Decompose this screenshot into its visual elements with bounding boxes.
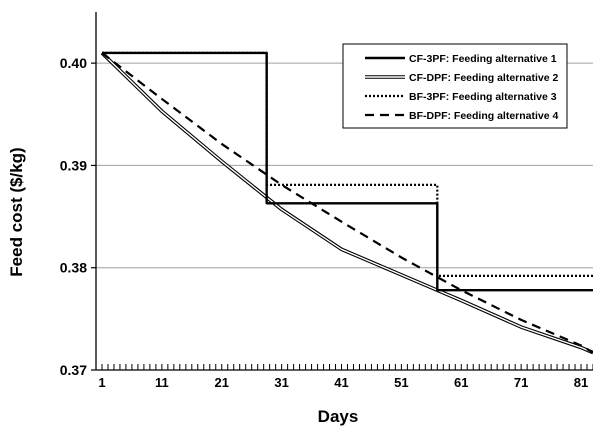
series-line-1 xyxy=(101,51,593,292)
x-tick-label: 51 xyxy=(394,375,408,390)
x-tick-label: 41 xyxy=(334,375,348,390)
y-tick-label: 0.39 xyxy=(60,157,87,173)
x-axis-ticks: 1 11 21 31 41 51 61 71 81 xyxy=(98,364,593,390)
series-group xyxy=(100,51,593,355)
y-axis-label: Feed cost ($/kg) xyxy=(7,147,26,276)
series-line-2-inner xyxy=(101,52,593,354)
legend-label-1: CF-3PF: Feeding alternative 1 xyxy=(409,53,557,65)
legend-label-3: BF-3PF: Feeding alternative 3 xyxy=(409,91,557,103)
legend-label-2: CF-DPF: Feeding alternative 2 xyxy=(409,72,559,84)
x-tick-label: 61 xyxy=(454,375,468,390)
series-line-4 xyxy=(101,52,593,354)
legend-label-4: BF-DPF: Feeding alternative 4 xyxy=(409,110,559,122)
legend: CF-3PF: Feeding alternative 1 CF-DPF: Fee… xyxy=(342,43,568,129)
y-tick-label: 0.40 xyxy=(60,55,87,71)
y-tick-label: 0.37 xyxy=(60,362,87,378)
x-tick-label: 81 xyxy=(574,375,588,390)
axes xyxy=(95,12,593,371)
x-axis-label: Days xyxy=(318,407,359,426)
x-tick-label: 11 xyxy=(155,375,169,390)
x-tick-label: 21 xyxy=(215,375,229,390)
x-tick-label: 31 xyxy=(274,375,288,390)
x-tick-label: 71 xyxy=(514,375,528,390)
y-axis-ticks: 0.37 0.38 0.39 0.40 xyxy=(60,55,96,378)
x-tick-label: 1 xyxy=(98,375,105,390)
y-tick-label: 0.38 xyxy=(60,260,87,276)
